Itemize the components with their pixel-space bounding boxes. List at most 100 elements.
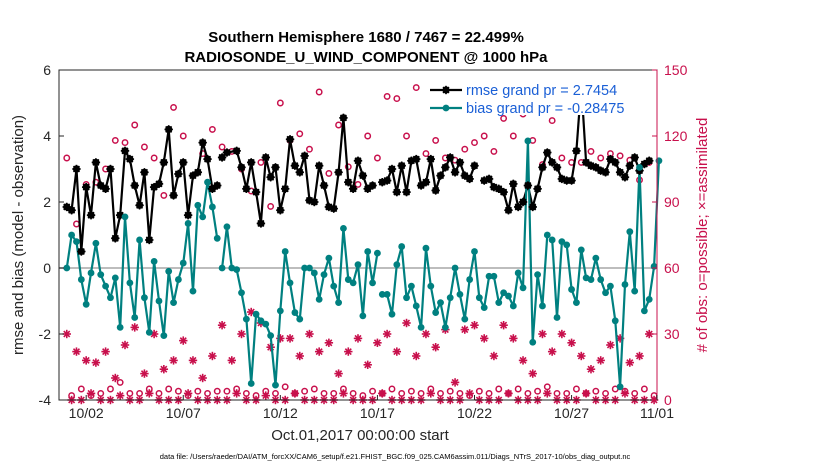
marker-stroke [228,356,236,364]
bias-point [534,271,541,278]
marker-stroke [179,337,187,345]
possible-point [534,387,542,395]
marker-stroke [315,162,323,170]
marker-stroke [645,157,653,165]
marker-stroke [145,389,153,397]
x-tick-label: 10/22 [457,405,492,421]
marker-stroke [495,185,503,193]
marker-stroke [529,370,537,378]
assimilated-point [344,347,353,356]
possible-point [587,147,595,155]
rmse-point [280,184,290,193]
rmse-point [183,211,193,220]
bias-point [272,381,279,389]
rmse-point [314,161,324,170]
assimilated-point [120,340,130,350]
marker-stroke [543,389,551,397]
possible-point [306,145,313,153]
assimilated-point [499,321,508,330]
marker-stroke [602,168,610,176]
marker-stroke [184,211,192,219]
marker-stroke [150,330,158,338]
marker-stroke [174,170,182,178]
bias-point [208,203,216,211]
rmse-point [523,181,533,190]
bias-point [310,269,318,277]
marker-stroke [403,188,411,196]
bias-point [509,302,517,310]
bias-point [276,307,284,315]
marker-stroke [72,348,81,356]
rmse-point [232,146,241,156]
chart-subtitle: RADIOSONDE_U_WIND_COMPONENT @ 1000 hPa [184,49,548,66]
assimilated-point [557,329,567,339]
marker-stroke [68,206,76,214]
possible-point [640,385,648,393]
possible-point [597,154,605,162]
marker-stroke [184,389,192,397]
assimilated-point [412,351,421,361]
assimilated-point [363,360,372,369]
rmse-point [528,202,537,212]
bias-point [87,269,95,277]
marker-stroke [412,352,420,360]
bias-point [553,314,561,321]
possible-point [213,387,221,395]
marker-stroke [582,158,590,166]
assimilated-point [324,338,334,347]
marker-stroke [446,153,454,161]
marker-stroke [111,234,119,242]
assimilated-point [232,389,241,398]
marker-stroke [631,153,639,161]
possible-point [257,158,265,166]
assimilated-point [305,329,314,339]
bias-point [495,299,503,307]
rmse-point [645,156,654,165]
rmse-point [300,151,309,160]
possible-point [422,150,430,158]
rmse-point [67,206,76,215]
marker-stroke [349,185,357,193]
possible-point [403,132,410,140]
possible-point [354,180,362,188]
marker-stroke [451,378,459,386]
bias-point [607,282,614,290]
y-tick-label-right: 120 [664,128,688,144]
assimilated-point [606,340,615,350]
rmse-point [625,161,635,170]
rmse-point [620,173,630,182]
bias-point [116,324,124,331]
marker-stroke [524,181,532,190]
marker-stroke [373,339,381,347]
assimilated-point [159,365,169,374]
bias-point [102,282,109,290]
bias-point [616,383,624,391]
bias-point [189,287,197,295]
possible-point [107,385,114,393]
rmse-point [145,235,154,245]
rmse-point [368,181,377,190]
marker-stroke [534,185,542,193]
marker-stroke [470,321,479,329]
marker-stroke [480,334,488,342]
rmse-point [518,197,528,207]
marker-stroke [606,341,614,349]
marker-stroke [538,330,546,338]
rmse-point [106,164,115,174]
marker-stroke [412,155,420,163]
bias-point [126,279,134,287]
bias-point [621,281,629,288]
rmse-point [174,169,183,179]
possible-point [616,152,624,160]
assimilated-point [314,347,324,356]
bias-point [340,225,347,232]
marker-stroke [87,211,95,219]
bias-point [262,320,270,328]
rmse-point [601,168,610,177]
marker-stroke [466,389,474,397]
possible-point [174,387,182,395]
marker-stroke [291,162,299,170]
marker-stroke [470,162,479,170]
bias-point [63,264,71,272]
